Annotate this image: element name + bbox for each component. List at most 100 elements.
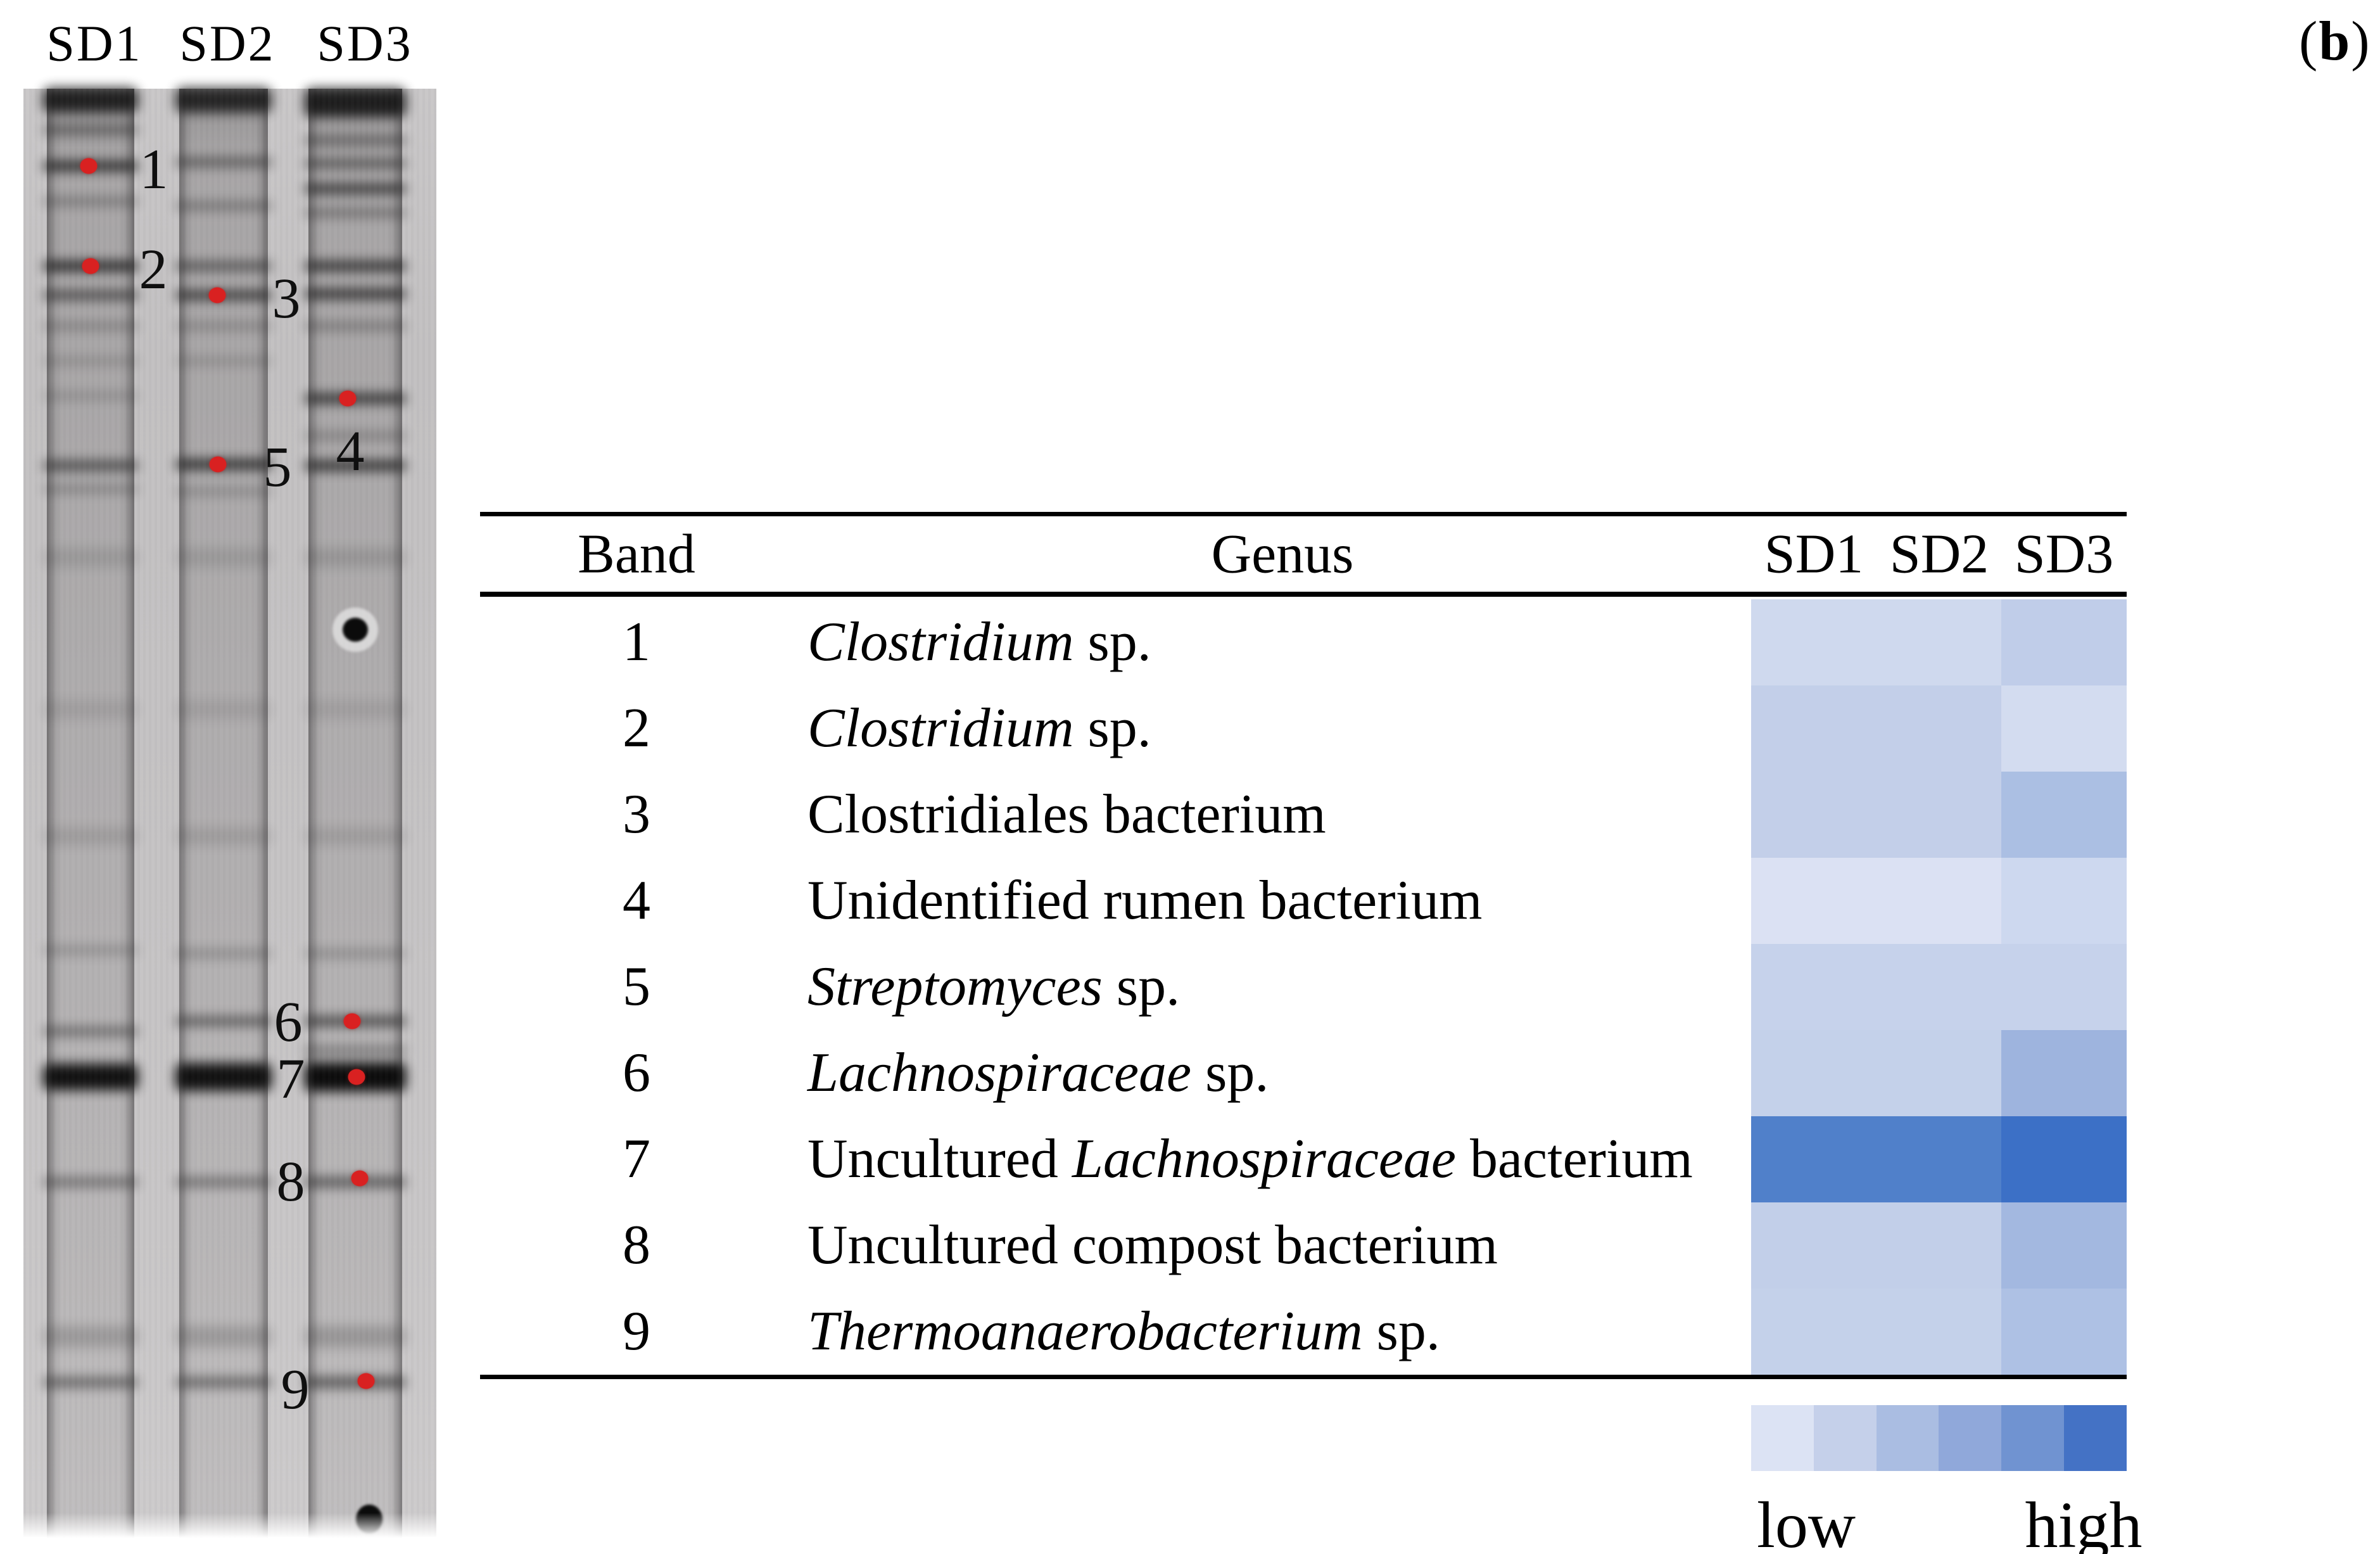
gel-band bbox=[175, 262, 272, 271]
table-bottom-rule bbox=[480, 1375, 2127, 1379]
gel-band bbox=[175, 700, 272, 719]
header-sd2: SD2 bbox=[1889, 523, 1989, 585]
heatmap-cell-band3-sd3 bbox=[2001, 772, 2127, 858]
table-row-9: 9 Thermoanaerobacterium sp. bbox=[0, 1289, 1773, 1375]
heatmap-cell-band4-sd3 bbox=[2001, 858, 2127, 945]
band-marker-number-6: 6 bbox=[274, 991, 303, 1054]
panel-letter: b bbox=[2319, 11, 2352, 72]
gel-artifact-dot bbox=[343, 618, 368, 642]
gel-artifact-dot bbox=[356, 1505, 383, 1534]
band-number-cell: 9 bbox=[623, 1301, 650, 1362]
gel-band bbox=[305, 209, 406, 217]
heatmap-cell-band7-sd1 bbox=[1751, 1116, 1877, 1203]
scale-step-3 bbox=[1876, 1405, 1939, 1471]
heatmap-cell-band9-sd2 bbox=[1876, 1289, 2002, 1375]
gel-band bbox=[175, 548, 272, 567]
band-marker-number-1: 1 bbox=[139, 138, 168, 201]
gel-band bbox=[305, 261, 406, 271]
heatmap-cell-band6-sd3 bbox=[2001, 1030, 2127, 1117]
scale-step-2 bbox=[1813, 1405, 1877, 1471]
gel-band bbox=[175, 1178, 272, 1187]
gel-band bbox=[43, 291, 138, 300]
gel-band bbox=[305, 432, 406, 440]
band-marker-number-9: 9 bbox=[281, 1358, 310, 1421]
gel-band bbox=[43, 1326, 138, 1347]
scale-step-5 bbox=[2001, 1405, 2065, 1471]
genus-text: Lachnospiraceae bbox=[807, 1042, 1192, 1104]
heatmap-cell-band9-sd1 bbox=[1751, 1289, 1877, 1375]
band-marker-dot-7 bbox=[348, 1069, 365, 1085]
intensity-heatmap bbox=[1751, 599, 2127, 1375]
genus-text: sp. bbox=[1102, 956, 1181, 1017]
gel-lane-sd2 bbox=[175, 87, 272, 1541]
heatmap-cell-band6-sd2 bbox=[1876, 1030, 2002, 1117]
heatmap-cell-band8-sd1 bbox=[1751, 1202, 1877, 1289]
heatmap-cell-band1-sd3 bbox=[2001, 599, 2127, 686]
gel-band bbox=[175, 158, 272, 167]
genus-text: bacterium bbox=[1456, 1128, 1693, 1190]
genus-text: Thermoanaerobacterium bbox=[807, 1301, 1363, 1362]
heatmap-cell-band7-sd3 bbox=[2001, 1116, 2127, 1203]
gel-lane-sd1 bbox=[43, 87, 138, 1541]
gel-band bbox=[175, 358, 272, 364]
gel-band bbox=[43, 827, 138, 845]
genus-text: sp. bbox=[1362, 1301, 1440, 1362]
genus-text: sp. bbox=[1073, 697, 1151, 759]
gel-band bbox=[175, 1377, 272, 1387]
gel-band bbox=[43, 1027, 138, 1036]
band-number-cell: 5 bbox=[623, 956, 650, 1017]
genus-text: Clostridiales bacterium bbox=[807, 784, 1326, 845]
gel-band bbox=[305, 322, 406, 330]
band-marker-number-5: 5 bbox=[263, 436, 292, 499]
heatmap-cell-band7-sd2 bbox=[1876, 1116, 2002, 1203]
heatmap-cell-band4-sd2 bbox=[1876, 858, 2002, 945]
gel-band bbox=[305, 1326, 406, 1347]
band-number-cell: 4 bbox=[623, 870, 650, 931]
scale-low-label: low bbox=[1757, 1489, 1856, 1554]
panel-paren-open: ( bbox=[2299, 11, 2319, 72]
heatmap-cell-band5-sd1 bbox=[1751, 944, 1877, 1031]
genus-cell: Clostridiales bacterium bbox=[807, 787, 1326, 843]
gel-band bbox=[175, 202, 272, 210]
band-marker-dot-8 bbox=[351, 1170, 369, 1187]
table-top-rule bbox=[480, 512, 2127, 516]
heatmap-cell-band3-sd2 bbox=[1876, 772, 2002, 858]
heatmap-cell-band1-sd1 bbox=[1751, 599, 1877, 686]
heatmap-cell-band2-sd1 bbox=[1751, 685, 1877, 772]
genus-cell: Streptomyces sp. bbox=[807, 959, 1180, 1015]
panel-label: (b) bbox=[2299, 14, 2371, 70]
band-marker-dot-1 bbox=[80, 158, 98, 174]
table-row-2: 2 Clostridium sp. bbox=[0, 685, 1773, 772]
band-marker-dot-5 bbox=[209, 456, 227, 473]
table-row-7: 7 Uncultured Lachnospiraceae bacterium bbox=[0, 1116, 1773, 1202]
genus-cell: Unidentified rumen bacterium bbox=[807, 873, 1482, 929]
heatmap-cell-band2-sd3 bbox=[2001, 685, 2127, 772]
band-marker-number-8: 8 bbox=[276, 1150, 305, 1213]
gel-band bbox=[305, 159, 406, 168]
heatmap-cell-band2-sd2 bbox=[1876, 685, 2002, 772]
genus-text: Unidentified rumen bacterium bbox=[807, 870, 1483, 931]
gel-band bbox=[43, 393, 138, 399]
gel-band bbox=[43, 358, 138, 364]
gel-band bbox=[43, 700, 138, 719]
gel-band bbox=[305, 289, 406, 299]
gel-band bbox=[175, 323, 272, 329]
gel-band bbox=[305, 1047, 406, 1054]
gel-band bbox=[305, 136, 406, 145]
gel-band bbox=[43, 87, 138, 113]
heatmap-cell-band5-sd3 bbox=[2001, 944, 2127, 1031]
gel-band bbox=[43, 461, 138, 471]
gel-band bbox=[43, 125, 138, 135]
gel-band bbox=[175, 1326, 272, 1347]
gel-band bbox=[43, 198, 138, 205]
gel-band bbox=[175, 1063, 272, 1091]
band-marker-number-7: 7 bbox=[276, 1048, 305, 1111]
gel-band bbox=[305, 184, 406, 194]
gel-band bbox=[43, 323, 138, 329]
table-row-5: 5 Streptomyces sp. bbox=[0, 944, 1773, 1030]
heatmap-cell-band8-sd3 bbox=[2001, 1202, 2127, 1289]
genus-text: Clostridium bbox=[807, 611, 1074, 673]
gel-band bbox=[305, 827, 406, 845]
